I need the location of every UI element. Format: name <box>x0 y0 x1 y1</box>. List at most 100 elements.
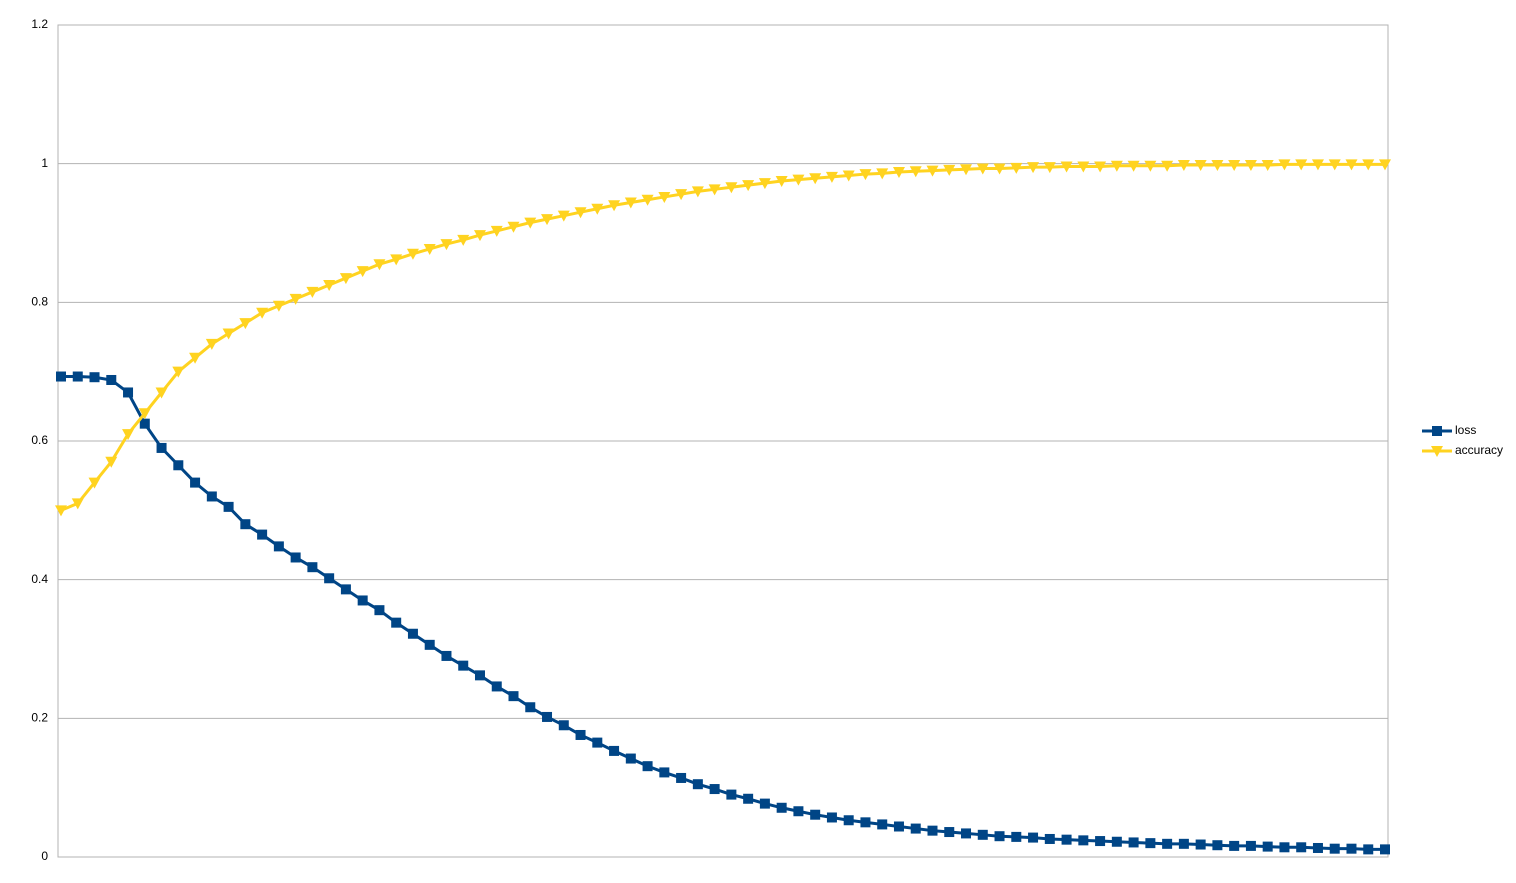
data-point <box>1061 834 1072 845</box>
data-point <box>709 784 720 795</box>
data-point <box>625 753 636 764</box>
data-point <box>155 387 168 399</box>
data-point <box>994 831 1005 842</box>
data-point <box>1346 843 1357 854</box>
y-tick-label: 0.8 <box>31 295 48 309</box>
data-point <box>860 817 871 828</box>
data-point <box>943 164 956 176</box>
data-point <box>457 234 470 246</box>
data-point <box>223 501 234 512</box>
data-point <box>877 819 888 830</box>
legend-marker <box>1432 426 1442 436</box>
y-tick-label: 0.2 <box>31 711 48 725</box>
legend-label: loss <box>1455 423 1476 437</box>
data-point <box>1144 160 1157 172</box>
data-point <box>374 605 385 616</box>
data-point <box>1095 836 1106 847</box>
data-point <box>474 670 485 681</box>
data-point <box>608 200 621 212</box>
y-tick-label: 0.6 <box>31 433 48 447</box>
data-point <box>106 374 117 385</box>
data-point <box>1279 842 1290 853</box>
data-point <box>289 293 302 305</box>
data-point <box>793 806 804 817</box>
data-point <box>190 477 201 488</box>
data-point <box>976 163 989 175</box>
data-point <box>1127 160 1140 172</box>
data-point <box>726 789 737 800</box>
data-point <box>708 184 721 196</box>
data-point <box>1312 842 1323 853</box>
data-point <box>1329 843 1340 854</box>
data-point <box>1044 833 1055 844</box>
data-point <box>1194 160 1207 172</box>
data-point <box>641 194 654 206</box>
data-point <box>927 825 938 836</box>
data-point <box>508 691 519 702</box>
data-point <box>406 248 419 260</box>
data-point <box>357 595 368 606</box>
data-point <box>810 809 821 820</box>
data-point <box>658 191 671 203</box>
data-point <box>490 225 503 237</box>
data-point <box>892 166 905 178</box>
data-point <box>323 280 336 291</box>
data-point <box>123 387 134 398</box>
y-tick-label: 0.4 <box>31 572 48 586</box>
data-point <box>1311 159 1324 171</box>
data-point <box>743 793 754 804</box>
data-point <box>893 821 904 832</box>
legend-marker <box>1431 446 1443 457</box>
data-point <box>542 711 553 722</box>
data-point <box>575 729 586 740</box>
y-tick-label: 1 <box>41 156 48 170</box>
data-point <box>1261 160 1274 172</box>
data-point <box>239 318 252 330</box>
data-point <box>1177 160 1190 172</box>
data-point <box>72 371 83 382</box>
data-point <box>1328 159 1341 171</box>
data-point <box>1094 161 1107 173</box>
data-point <box>961 828 972 839</box>
data-point <box>222 328 235 340</box>
data-point <box>1295 159 1308 171</box>
data-point <box>642 761 653 772</box>
data-point <box>1345 159 1358 171</box>
data-point <box>424 639 435 650</box>
data-point <box>758 178 771 190</box>
data-point <box>1363 844 1374 855</box>
data-point <box>1228 160 1241 172</box>
data-point <box>1245 840 1256 851</box>
data-point <box>240 519 251 530</box>
data-point <box>373 259 386 271</box>
data-point <box>859 169 872 181</box>
data-point <box>843 815 854 826</box>
data-point <box>440 239 453 251</box>
y-tick-label: 1.2 <box>31 17 48 31</box>
data-point <box>1043 162 1056 174</box>
data-point <box>172 366 185 378</box>
data-point <box>105 456 118 468</box>
data-point <box>1362 159 1375 171</box>
data-point <box>691 186 704 198</box>
data-point <box>89 372 100 383</box>
data-point <box>189 352 202 364</box>
plot-frame <box>57 24 1389 858</box>
data-point <box>725 182 738 194</box>
data-point <box>473 230 486 242</box>
data-point <box>71 498 84 510</box>
data-point <box>792 174 805 186</box>
data-point <box>173 460 184 471</box>
data-point <box>507 221 520 233</box>
data-point <box>56 371 66 382</box>
data-point <box>842 170 855 182</box>
data-point <box>55 505 67 517</box>
data-point <box>1278 159 1291 171</box>
data-point <box>458 660 469 671</box>
data-point <box>1011 831 1022 842</box>
data-point <box>340 584 351 595</box>
y-tick-label: 0 <box>41 849 48 863</box>
data-point <box>1212 840 1223 851</box>
data-point <box>1110 160 1123 172</box>
data-point <box>1379 159 1391 171</box>
